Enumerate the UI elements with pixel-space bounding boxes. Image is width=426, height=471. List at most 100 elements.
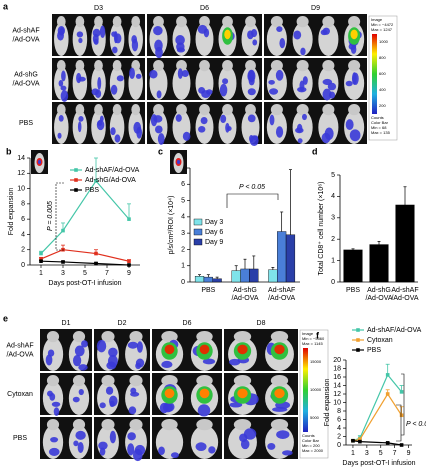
x-tick-label: 1 [351, 450, 355, 457]
signal [247, 30, 254, 40]
signal [198, 126, 206, 133]
column-header: D1 [62, 320, 71, 327]
x-axis-label: Days post-OT-I infusion [342, 460, 415, 467]
y-tick-label: 10 [17, 185, 25, 192]
signal [350, 29, 358, 40]
signal [269, 114, 275, 126]
signal [92, 28, 101, 38]
colorbar-text: Counts [371, 115, 384, 120]
signal [272, 407, 288, 412]
mouse-head [101, 419, 115, 431]
signal [75, 430, 86, 440]
signal [135, 73, 142, 79]
signal [77, 441, 84, 454]
signal [93, 38, 99, 45]
signal [202, 358, 216, 365]
signal [153, 115, 163, 123]
mouse-head [199, 16, 210, 28]
marker [94, 251, 98, 256]
marker [94, 261, 98, 266]
mouse-head [176, 16, 187, 28]
bar [249, 268, 259, 283]
colorbar-text: Color Bar [302, 438, 320, 443]
signal [127, 432, 136, 441]
marker [127, 263, 131, 267]
signal [149, 70, 158, 79]
signal [130, 391, 140, 397]
bar [268, 269, 278, 283]
bar [231, 270, 241, 283]
mouse-head [56, 104, 66, 116]
bar [240, 268, 250, 283]
legend-label: Day 9 [205, 239, 223, 246]
signal [164, 388, 175, 399]
signal [78, 37, 83, 44]
signal [199, 388, 210, 399]
y-tick-label: 2 [337, 433, 341, 440]
mouse-head [233, 375, 252, 387]
mouse-head [233, 331, 252, 343]
legend-marker [356, 348, 360, 352]
signal [156, 90, 162, 99]
marker [399, 413, 404, 418]
colorbar-tick: 1000 [379, 39, 389, 44]
mouse-head [112, 60, 122, 72]
signal [322, 88, 332, 101]
signal [200, 116, 208, 125]
colorbar-tick: 5000 [310, 415, 320, 420]
legend-label: Cytoxan [367, 337, 393, 344]
mouse-head [322, 60, 335, 72]
mouse-head [46, 331, 60, 343]
colorbar-tick: 10000 [310, 387, 322, 392]
mouse-head [245, 104, 256, 116]
marker [385, 441, 390, 445]
legend-marker [74, 178, 78, 182]
colorbar-text: Min = −5560 [302, 336, 325, 341]
x-tick-label: PBS [201, 287, 215, 294]
colorbar-tick: 15000 [310, 359, 322, 364]
signal [155, 46, 163, 59]
y-tick-label: 2 [181, 246, 185, 253]
y-tick-label: 6 [181, 181, 185, 188]
signal [135, 358, 145, 368]
mouse-body [266, 110, 287, 144]
colorbar-text: Counts [302, 433, 315, 438]
mouse-head [46, 375, 60, 387]
y-tick-label: 3 [331, 215, 335, 222]
signal [225, 122, 230, 133]
signal [269, 88, 279, 95]
mouse-head [196, 331, 213, 343]
column-header: D6 [183, 320, 192, 327]
signal [220, 114, 227, 124]
panel-label: c [158, 146, 163, 156]
row-label: /Ad-OVA [12, 36, 39, 43]
signal [110, 84, 118, 95]
signal [181, 70, 189, 78]
mouse-head [161, 419, 178, 431]
bracket [396, 373, 405, 442]
signal [164, 344, 175, 355]
signal [229, 358, 241, 366]
signal [61, 70, 66, 82]
x-tick-label: 7 [105, 270, 109, 277]
x-tick-label: 1 [39, 270, 43, 277]
mouse-head [129, 331, 143, 343]
signal [296, 123, 303, 133]
row-label: Ad-shAF [6, 342, 33, 349]
signal [224, 29, 231, 40]
marker [94, 179, 98, 183]
bar [194, 276, 205, 283]
signal [345, 80, 353, 87]
signal [297, 86, 307, 93]
signal [116, 75, 124, 82]
signal [57, 132, 62, 139]
signal [96, 339, 107, 353]
mouse-head [75, 104, 85, 116]
mouse-head [75, 16, 85, 28]
mouse-head [196, 419, 213, 431]
y-tick-label: 6 [337, 416, 341, 423]
mouse-head [296, 60, 309, 72]
y-tick-label: 12 [333, 391, 341, 398]
mouse-head [199, 60, 210, 72]
